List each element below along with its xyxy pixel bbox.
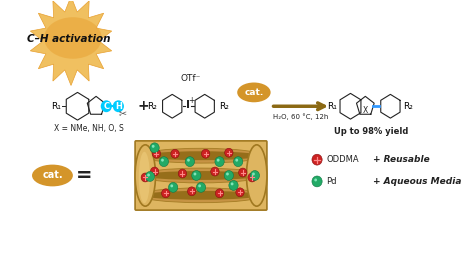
Circle shape (162, 189, 170, 198)
Circle shape (312, 176, 322, 187)
Text: C–H activation: C–H activation (27, 34, 111, 44)
Ellipse shape (140, 168, 262, 183)
Circle shape (171, 149, 179, 158)
Text: cat.: cat. (244, 88, 264, 97)
Text: R₂: R₂ (219, 102, 228, 111)
Circle shape (231, 182, 234, 186)
Text: cat.: cat. (42, 171, 63, 181)
Text: +: + (137, 99, 149, 113)
Circle shape (236, 159, 238, 162)
Circle shape (250, 171, 259, 180)
Circle shape (312, 154, 322, 165)
Circle shape (224, 171, 234, 180)
Circle shape (236, 188, 244, 197)
Circle shape (152, 149, 161, 158)
Circle shape (150, 143, 159, 153)
Circle shape (229, 180, 238, 190)
Text: H: H (115, 102, 122, 111)
Ellipse shape (140, 188, 262, 203)
Circle shape (314, 179, 317, 181)
Ellipse shape (139, 152, 150, 203)
Text: OTf⁻: OTf⁻ (181, 74, 201, 83)
Circle shape (193, 173, 196, 175)
Text: X = NMe, NH, O, S: X = NMe, NH, O, S (54, 125, 124, 133)
Circle shape (211, 167, 219, 176)
Circle shape (234, 157, 243, 167)
Circle shape (198, 184, 201, 187)
Circle shape (147, 174, 150, 176)
Circle shape (196, 182, 206, 192)
Circle shape (187, 159, 190, 162)
Circle shape (150, 167, 159, 176)
Circle shape (161, 159, 164, 162)
Ellipse shape (143, 191, 259, 200)
Circle shape (159, 157, 168, 167)
Circle shape (146, 172, 155, 181)
Circle shape (168, 182, 178, 192)
Circle shape (185, 157, 194, 167)
Text: ODDMA: ODDMA (326, 155, 359, 164)
Text: H₂O, 60 °C, 12h: H₂O, 60 °C, 12h (273, 113, 328, 120)
Circle shape (170, 184, 173, 187)
Circle shape (178, 169, 187, 178)
Circle shape (252, 173, 255, 175)
Text: ✂: ✂ (119, 108, 127, 118)
Circle shape (215, 189, 224, 198)
Text: =: = (76, 166, 92, 185)
Text: Pd: Pd (326, 177, 337, 186)
Circle shape (217, 159, 219, 162)
Circle shape (238, 168, 247, 177)
Circle shape (113, 100, 124, 112)
Circle shape (248, 173, 256, 182)
Polygon shape (30, 0, 112, 85)
Text: + Reusable: + Reusable (373, 155, 429, 164)
Text: R₁: R₁ (51, 102, 61, 111)
Ellipse shape (246, 145, 267, 206)
Text: R₁: R₁ (328, 102, 337, 111)
Circle shape (201, 149, 210, 158)
Text: Up to 98% yield: Up to 98% yield (334, 127, 408, 136)
Text: +: + (189, 96, 195, 105)
Ellipse shape (44, 17, 101, 59)
Text: X: X (363, 106, 368, 115)
Text: R₂: R₂ (403, 102, 413, 111)
Ellipse shape (143, 171, 259, 180)
Circle shape (188, 187, 196, 196)
FancyBboxPatch shape (135, 141, 267, 210)
Circle shape (215, 157, 224, 167)
Ellipse shape (32, 165, 73, 186)
Circle shape (101, 100, 112, 112)
Text: C: C (103, 102, 109, 111)
Ellipse shape (143, 151, 259, 160)
Circle shape (191, 171, 201, 180)
Ellipse shape (237, 83, 271, 102)
Circle shape (152, 145, 155, 148)
Text: + Aqueous Media: + Aqueous Media (373, 177, 461, 186)
Circle shape (141, 173, 149, 182)
Text: R₂: R₂ (147, 102, 157, 111)
Ellipse shape (135, 145, 155, 206)
Circle shape (225, 148, 233, 157)
Circle shape (226, 173, 229, 175)
Text: I: I (186, 100, 190, 110)
Ellipse shape (140, 148, 262, 163)
